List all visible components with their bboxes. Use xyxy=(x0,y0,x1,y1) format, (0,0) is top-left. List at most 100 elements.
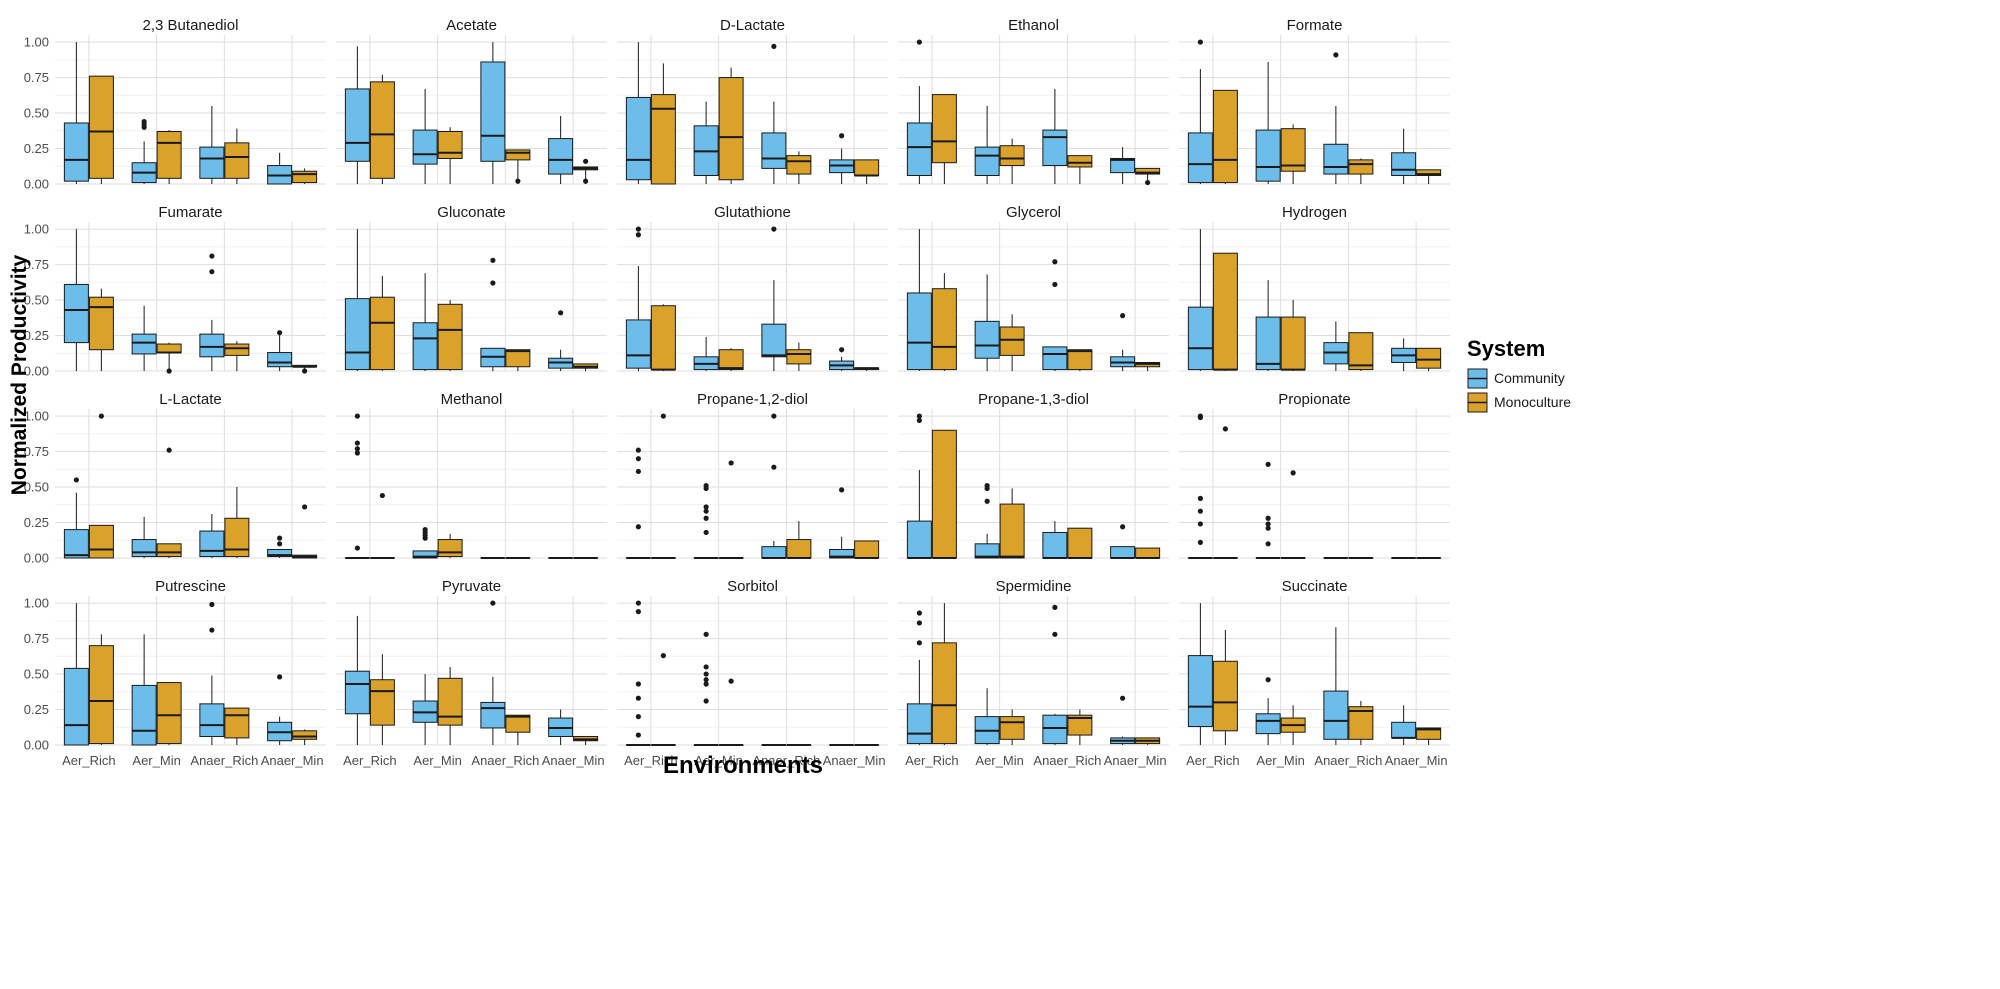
box-body xyxy=(829,548,855,559)
box-body xyxy=(999,145,1025,167)
outlier-point xyxy=(490,600,496,606)
box-body xyxy=(1110,157,1136,174)
box-body xyxy=(131,539,157,558)
box-anaer_min-community xyxy=(1391,338,1417,371)
box-aer_min-monoculture xyxy=(1280,470,1306,559)
box-body xyxy=(931,288,957,371)
outlier-point xyxy=(916,610,922,616)
box-aer_rich-community xyxy=(63,229,89,371)
outlier-point xyxy=(728,678,734,684)
panel-propane-1-3-diol: Propane-1,3-diol xyxy=(898,391,1169,559)
x-tick-label: Aer_Min xyxy=(132,753,180,768)
outlier-point xyxy=(209,601,215,608)
box-body xyxy=(1391,152,1417,176)
box-aer_min-monoculture xyxy=(156,130,182,184)
y-tick-label: 0.75 xyxy=(24,631,49,646)
outlier-point xyxy=(916,640,922,646)
y-tick-label: 0.50 xyxy=(24,667,49,682)
outlier-point xyxy=(1120,524,1126,530)
box-body xyxy=(906,520,932,559)
panel-title: Formate xyxy=(1287,17,1343,34)
outlier-point xyxy=(635,732,641,738)
outlier-point xyxy=(209,627,215,633)
box-aer_min-monoculture xyxy=(718,348,744,371)
outlier-point xyxy=(703,504,709,510)
box-body xyxy=(369,296,395,371)
box-body xyxy=(1280,128,1306,172)
x-tick-label: Aer_Rich xyxy=(905,753,958,768)
outlier-point xyxy=(1052,604,1058,610)
box-aer_min-monoculture xyxy=(999,488,1025,559)
outlier-point xyxy=(635,600,641,606)
box-aer_rich-community xyxy=(344,615,370,745)
box-aer_rich-community xyxy=(63,42,89,184)
box-body xyxy=(1348,159,1374,175)
panel-title: Sorbitol xyxy=(727,578,778,595)
y-tick-label: 1.00 xyxy=(24,409,49,424)
outlier-point xyxy=(635,447,641,453)
box-aer_min-community xyxy=(131,634,157,746)
box-anaer_min-community xyxy=(1391,128,1417,184)
outlier-point xyxy=(354,446,360,452)
box-aer_rich-monoculture xyxy=(650,653,676,746)
box-aer_rich-community xyxy=(344,413,370,559)
box-aer_min-monoculture xyxy=(718,678,744,746)
box-aer_rich-monoculture xyxy=(369,654,395,745)
box-body xyxy=(1280,316,1306,371)
outlier-point xyxy=(660,413,666,419)
box-anaer_rich-monoculture xyxy=(786,151,812,184)
box-aer_rich-community xyxy=(625,600,651,746)
outlier-point xyxy=(771,413,777,419)
box-aer_rich-community xyxy=(344,46,370,184)
box-aer_rich-community xyxy=(625,447,651,559)
box-anaer_rich-community xyxy=(480,42,506,184)
box-body xyxy=(974,543,1000,559)
box-anaer_min-monoculture xyxy=(854,540,880,559)
box-body xyxy=(344,298,370,371)
box-body xyxy=(131,684,157,746)
box-body xyxy=(1323,690,1349,740)
outlier-point xyxy=(73,477,79,483)
x-tick-label: Aer_Rich xyxy=(343,753,396,768)
box-body xyxy=(412,129,438,165)
outlier-point xyxy=(354,450,360,456)
y-tick-label: 0.00 xyxy=(24,738,49,753)
outlier-point xyxy=(583,158,589,164)
box-anaer_min-monoculture xyxy=(573,363,599,371)
box-aer_rich-community xyxy=(63,477,89,559)
box-body xyxy=(369,81,395,179)
box-body xyxy=(199,146,225,179)
panel-glycerol: Glycerol xyxy=(898,204,1169,372)
box-anaer_min-monoculture xyxy=(854,367,880,371)
box-body xyxy=(1110,546,1136,559)
box-body xyxy=(1212,660,1238,732)
outlier-point xyxy=(209,269,215,275)
box-aer_rich-monoculture xyxy=(88,288,114,371)
box-anaer_min-community xyxy=(267,535,293,558)
box-body xyxy=(854,159,880,176)
outlier-point xyxy=(916,417,922,423)
outlier-point xyxy=(703,677,709,683)
box-body xyxy=(437,130,463,159)
outlier-point xyxy=(558,310,564,316)
x-axis-title: Environments xyxy=(663,752,823,779)
x-tick-label: Anaer_Min xyxy=(261,753,324,768)
outlier-point xyxy=(660,653,666,659)
panel-methanol: Methanol xyxy=(336,391,607,559)
box-body xyxy=(1135,547,1161,559)
y-tick-label: 0.25 xyxy=(24,328,49,343)
box-anaer_min-community xyxy=(267,330,293,371)
box-anaer_rich-community xyxy=(1042,259,1068,371)
outlier-point xyxy=(354,440,360,446)
panel-title: Methanol xyxy=(441,391,503,408)
outlier-point xyxy=(277,541,283,547)
outlier-point xyxy=(916,39,922,45)
box-body xyxy=(437,303,463,371)
box-body xyxy=(63,122,89,182)
box-aer_rich-community xyxy=(906,39,932,184)
box-aer_min-community xyxy=(1255,461,1281,559)
x-tick-label: Anaer_Rich xyxy=(1033,753,1101,768)
panel-title: Glutathione xyxy=(714,204,791,221)
panel-title: Gluconate xyxy=(437,204,505,221)
box-body xyxy=(292,730,318,740)
